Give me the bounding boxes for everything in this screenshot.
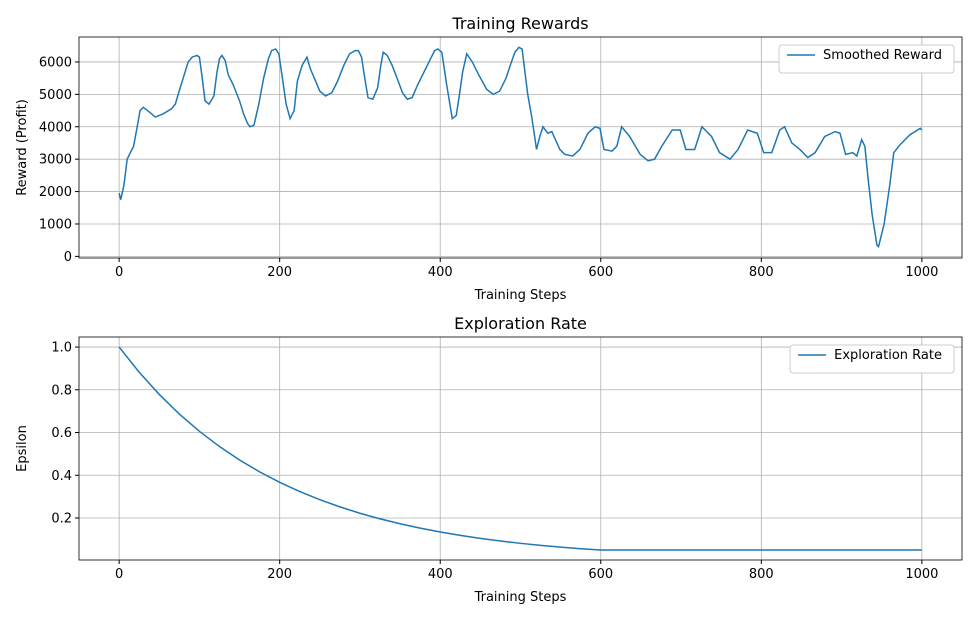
x-tick-label: 400 [428,567,453,582]
x-axis-label: Training Steps [474,590,567,605]
x-tick-label: 600 [588,567,613,582]
data-line [118,346,922,551]
legend: Smoothed Reward [778,44,955,74]
legend: Exploration Rate [789,344,955,374]
chart-title: Training Rewards [451,14,588,33]
y-tick-label: 2000 [39,185,72,200]
y-tick-label: 0.8 [51,383,72,398]
plot-frame [78,36,963,259]
x-tick-label: 0 [115,567,123,582]
y-tick-label: 3000 [39,153,72,168]
y-tick-label: 0.4 [51,469,72,484]
x-tick-label: 400 [428,265,453,280]
y-tick-label: 1000 [39,217,72,232]
y-axis-label: Reward (Profit) [15,99,30,196]
y-tick-label: 1.0 [51,341,72,356]
y-tick-label: 6000 [39,55,72,70]
x-axis-label: Training Steps [474,288,567,303]
legend-label: Smoothed Reward [823,48,942,63]
x-tick-label: 1000 [905,567,938,582]
x-tick-label: 800 [749,265,774,280]
x-tick-label: 0 [115,265,123,280]
y-tick-label: 0.2 [51,512,72,527]
x-tick-label: 1000 [905,265,938,280]
y-tick-label: 0 [64,250,72,265]
legend-box [778,44,955,74]
chart-title: Exploration Rate [454,314,587,333]
plot-frame [78,336,963,561]
x-tick-label: 800 [749,567,774,582]
y-axis-label: Epsilon [15,425,30,472]
x-tick-label: 600 [588,265,613,280]
legend-box [789,344,955,374]
legend-label: Exploration Rate [834,348,942,363]
x-tick-label: 200 [267,265,292,280]
x-tick-label: 200 [267,567,292,582]
data-line [118,46,923,249]
y-tick-label: 4000 [39,120,72,135]
y-tick-label: 5000 [39,88,72,103]
y-tick-label: 0.6 [51,426,72,441]
